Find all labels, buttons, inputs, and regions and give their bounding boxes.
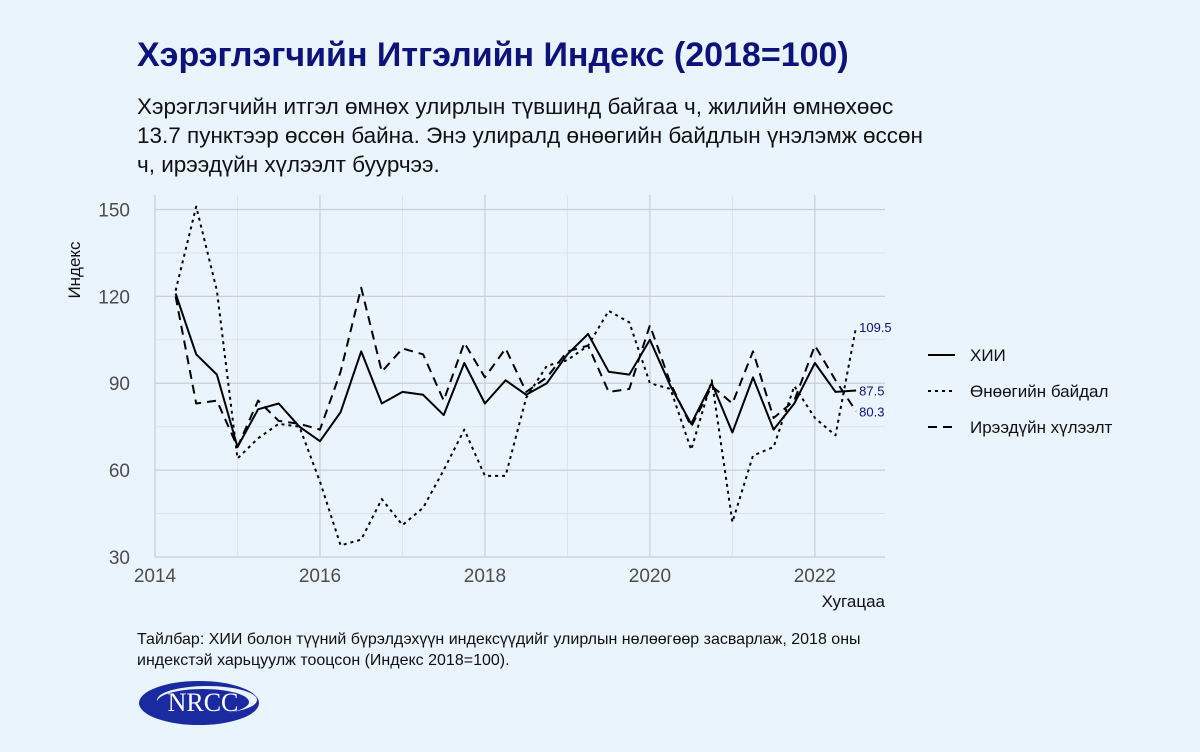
legend: ХИИ Өнөөгийн байдал Ирээдүйн хүлээлт [928, 346, 1112, 437]
end-labels: 87.5 109.5 80.3 [859, 320, 892, 420]
svg-text:NRCC: NRCC [168, 688, 239, 717]
nrcc-logo: NRCC [139, 681, 259, 725]
y-tick-label: 120 [98, 287, 130, 308]
line-chart: 2014 2016 2018 2020 2022 30 60 90 120 150 87.5 10… [65, 195, 1112, 611]
y-tick-label: 30 [109, 548, 130, 569]
y-tick-label: 90 [109, 374, 130, 395]
y-axis-label: Индекс [65, 241, 84, 299]
x-tick-label: 2014 [134, 566, 177, 587]
legend-label-2: Өнөөгийн байдал [970, 382, 1108, 401]
x-axis-label: Хугацаа [822, 592, 886, 611]
x-tick-label: 2018 [464, 566, 506, 587]
y-tick-label: 60 [109, 461, 130, 482]
end-label-2: 109.5 [859, 320, 892, 335]
y-axis-ticks: 30 60 90 120 150 [98, 200, 130, 569]
end-label-3: 80.3 [859, 404, 884, 419]
legend-label-3: Ирээдүйн хүлээлт [970, 418, 1112, 437]
x-tick-label: 2016 [299, 566, 341, 587]
series-lines [174, 205, 858, 547]
y-tick-label: 150 [98, 200, 130, 221]
legend-label-1: ХИИ [970, 346, 1006, 365]
chart-title: Хэрэглэгчийн Итгэлийн Индекс (2018=100) [137, 36, 849, 74]
x-tick-label: 2020 [629, 566, 671, 587]
series-line-3 [174, 286, 857, 448]
end-label-1: 87.5 [859, 383, 884, 398]
x-axis-ticks: 2014 2016 2018 2020 2022 [134, 566, 836, 587]
series-line-1 [174, 293, 857, 448]
grid-lines [154, 195, 885, 558]
x-tick-label: 2022 [794, 566, 836, 587]
chart-caption: Тайлбар: ХИИ болон түүний бүрэлдэхүүн ин… [137, 631, 861, 669]
chart-subtitle: Хэрэглэгчийн итгэл өмнөх улирлын түвшинд… [137, 94, 923, 177]
series-line-2 [174, 205, 858, 547]
